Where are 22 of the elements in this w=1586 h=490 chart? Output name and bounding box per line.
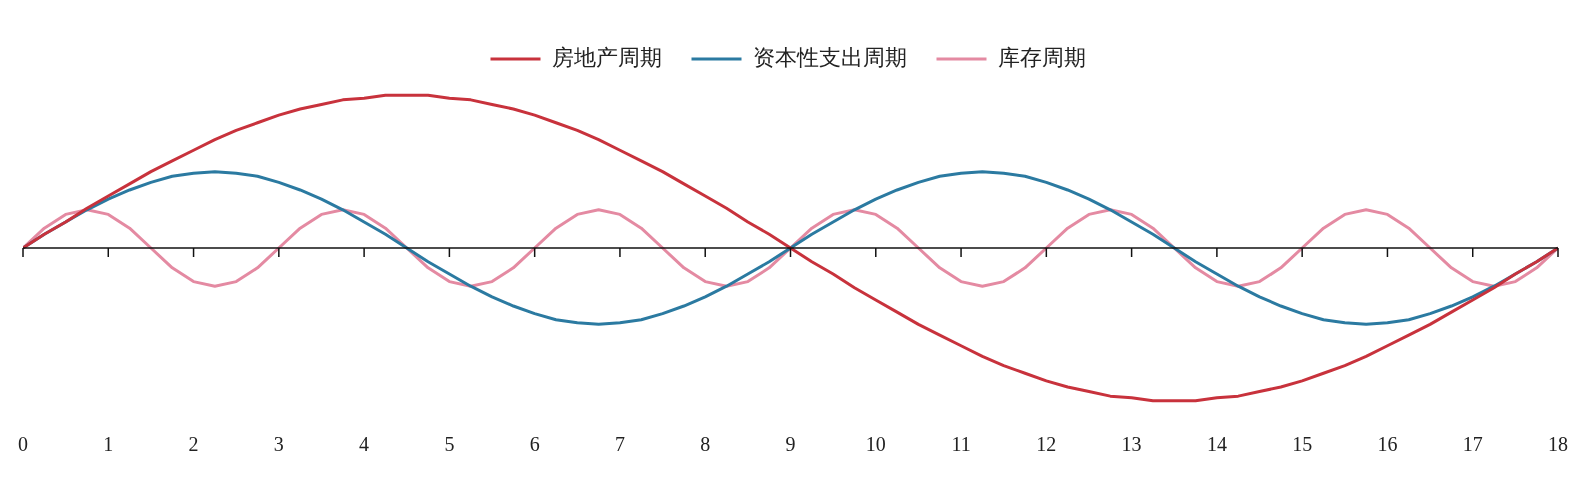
x-tick-label: 11	[951, 433, 971, 456]
x-tick-label: 8	[700, 433, 711, 456]
x-tick-label: 10	[865, 433, 886, 456]
x-tick-label: 7	[614, 433, 625, 456]
x-tick-label: 6	[529, 433, 540, 456]
x-tick-label: 0	[18, 433, 28, 456]
x-tick-label: 16	[1377, 433, 1398, 456]
x-tick-label: 9	[785, 433, 796, 456]
x-tick-label: 13	[1121, 433, 1142, 456]
x-tick-label: 4	[359, 433, 370, 456]
legend-label: 房地产周期	[551, 44, 662, 70]
x-tick-label: 12	[1036, 433, 1057, 456]
legend-label: 库存周期	[997, 44, 1086, 70]
x-tick-label: 2	[188, 433, 199, 456]
x-tick-label: 17	[1462, 433, 1483, 456]
x-tick-label: 5	[444, 433, 455, 456]
legend-label: 资本性支出周期	[752, 44, 907, 70]
x-tick-label: 15	[1292, 433, 1313, 456]
x-tick-label: 1	[103, 433, 114, 456]
x-tick-label: 18	[1548, 433, 1568, 456]
x-tick-label: 3	[273, 433, 284, 456]
x-tick-label: 14	[1206, 433, 1227, 456]
